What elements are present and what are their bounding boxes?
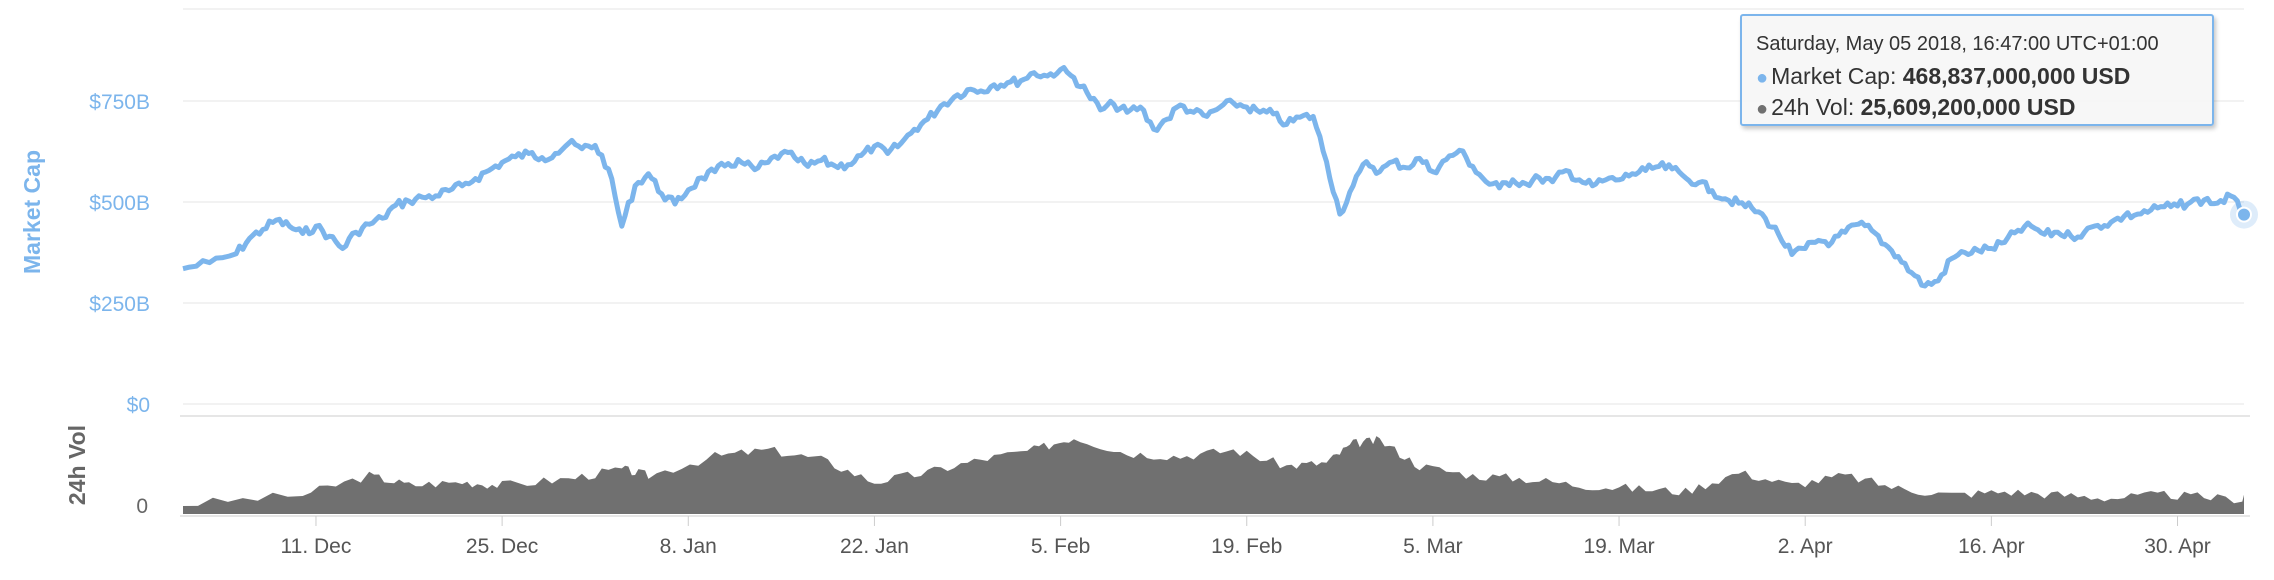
x-tick-label: 2. Apr [1778, 535, 1833, 558]
tooltip-volume-label: 24h Vol: [1771, 94, 1855, 120]
y-tick-label: $750B [89, 91, 150, 114]
hover-marker[interactable] [2236, 206, 2252, 223]
x-tick-label: 5. Feb [1031, 535, 1091, 558]
market-cap-line-series [182, 65, 2246, 289]
x-axis-ticks: 11. Dec 25. Dec 8. Jan 22. Jan 5. Feb 19. Feb… [281, 516, 2211, 558]
tooltip-market-cap-row: ● Market Cap: 468,837,000,000 USD [1756, 62, 2198, 93]
tooltip-market-cap-value: 468,837,000,000 USD [1902, 63, 2131, 89]
volume-y-tick: 0 [136, 495, 148, 518]
x-tick-label: 30. Apr [2144, 535, 2211, 558]
chart-tooltip: Saturday, May 05 2018, 16:47:00 UTC+01:0… [1740, 14, 2214, 126]
x-tick-label: 22. Jan [840, 535, 909, 558]
tooltip-volume-value: 25,609,200,000 USD [1860, 94, 2076, 120]
market-cap-y-ticks: $0 $250B $500B $750B [89, 91, 150, 417]
market-cap-dot-icon: ● [1756, 67, 1769, 89]
x-tick-label: 19. Feb [1211, 535, 1282, 558]
volume-axis-label: 24h Vol [64, 425, 90, 505]
x-tick-label: 16. Apr [1958, 535, 2025, 558]
market-cap-axis-label: Market Cap [19, 150, 45, 274]
volume-area-series [183, 436, 2244, 514]
x-tick-label: 11. Dec [281, 535, 352, 558]
x-tick-label: 19. Mar [1583, 535, 1654, 558]
y-tick-label: $250B [89, 293, 150, 316]
x-tick-label: 25. Dec [466, 535, 538, 558]
tooltip-market-cap-label: Market Cap: [1771, 63, 1897, 89]
volume-dot-icon: ● [1756, 98, 1769, 120]
tooltip-volume-row: ● 24h Vol: 25,609,200,000 USD [1756, 93, 2198, 124]
grid-lines [183, 8, 2244, 405]
y-tick-label: $0 [127, 394, 150, 417]
tooltip-date: Saturday, May 05 2018, 16:47:00 UTC+01:0… [1756, 33, 2159, 55]
x-tick-label: 8. Jan [660, 535, 717, 558]
y-tick-label: $500B [89, 192, 150, 215]
x-tick-label: 5. Mar [1403, 535, 1463, 558]
